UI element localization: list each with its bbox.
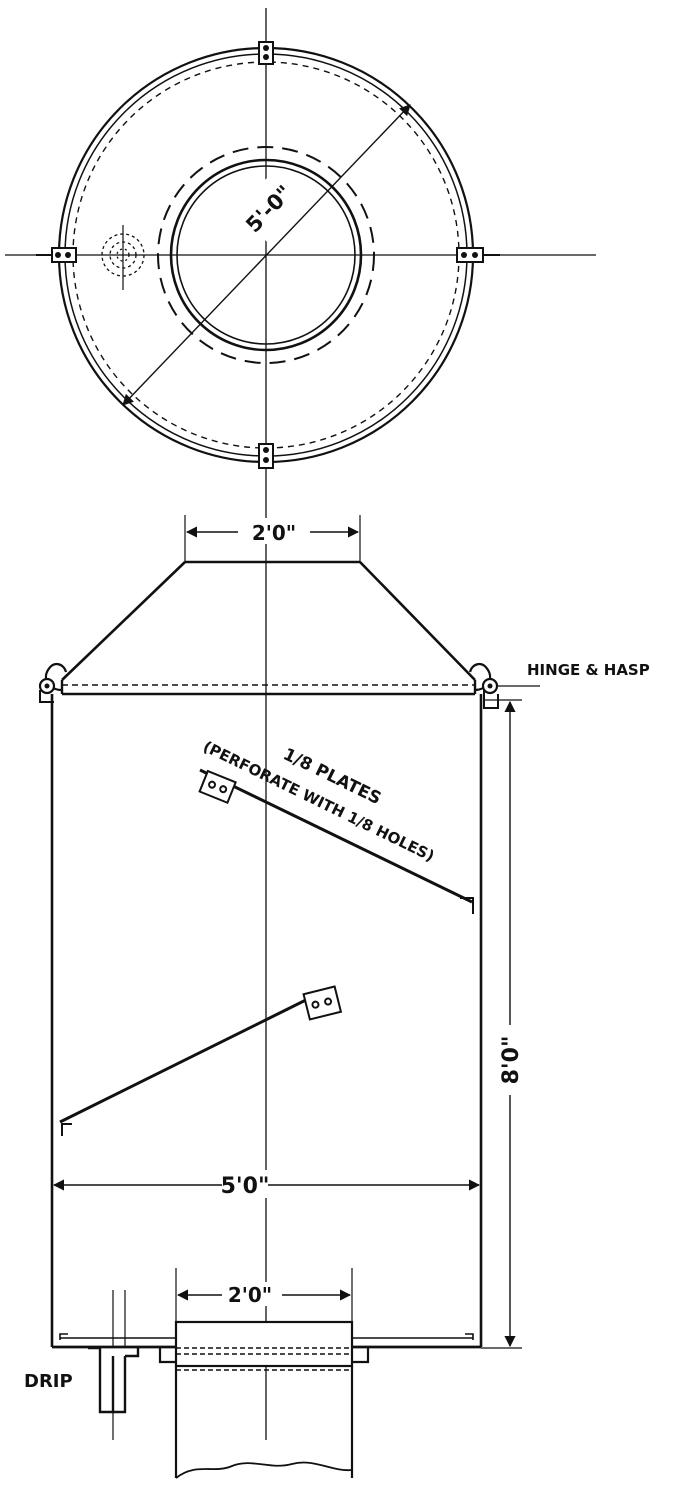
plan-view: 5'-0": [5, 8, 596, 1440]
plan-lug-right: [456, 247, 500, 263]
width-label: 5'0": [221, 1174, 270, 1199]
plan-diameter-dimension: [122, 104, 411, 406]
plan-lug-top: [258, 41, 274, 65]
bottom-outlet-pipe: [158, 1268, 370, 1479]
plan-drip-outlet: [101, 225, 145, 290]
hinge-hasp-label: HINGE & HASP: [527, 661, 650, 679]
height-label: 8'0": [499, 1036, 524, 1085]
plate-label-line2: (PERFORATE WITH 1/8 HOLES): [200, 737, 437, 865]
hood: [60, 560, 477, 696]
elevation-view: 2'0" HINGE & HASP: [24, 515, 650, 1479]
upper-baffle-plate: [198, 768, 474, 914]
hinge-right-hasp: [468, 663, 499, 709]
bottom-opening-label: 2'0": [228, 1283, 272, 1307]
hinge-left: [38, 663, 68, 703]
lower-baffle-plate: [59, 985, 343, 1136]
drip-pipe: [88, 1290, 140, 1440]
drip-label: DRIP: [24, 1371, 73, 1392]
plan-lug-bottom: [258, 443, 274, 469]
top-opening-label: 2'0": [252, 521, 296, 545]
plan-lug-left: [36, 247, 77, 263]
tank-body: [50, 694, 483, 1349]
